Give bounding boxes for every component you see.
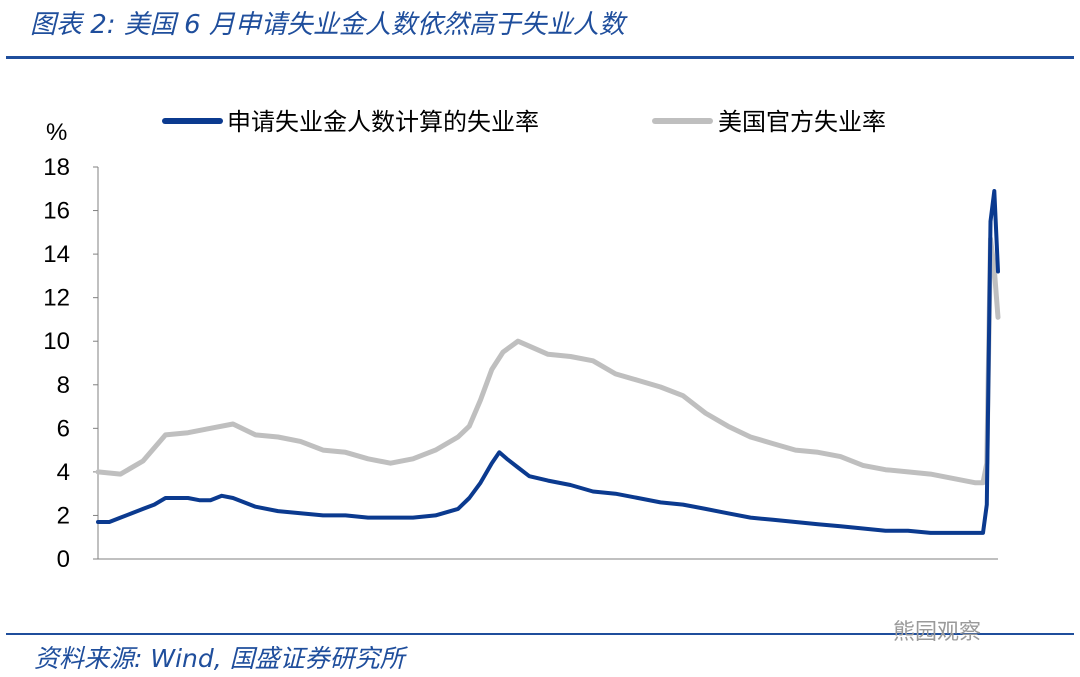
- y-tick-label: 12: [43, 285, 70, 312]
- y-tick-label: 0: [57, 546, 70, 573]
- chart-legend: 申请失业金人数计算的失业率 美国官方失业率: [162, 108, 886, 136]
- line-chart: 申请失业金人数计算的失业率 美国官方失业率 % 0246810121416180…: [43, 108, 1001, 573]
- page-title: 图表 2: 美国 6 月申请失业金人数依然高于失业人数: [30, 10, 625, 40]
- series-line-claims-rate: [96, 189, 1000, 535]
- y-tick-label: 14: [43, 241, 70, 268]
- footer-divider: [6, 633, 1074, 635]
- y-tick-label: 16: [43, 198, 70, 225]
- series-line-official-rate: [95, 236, 1001, 486]
- y-axis-unit-label: %: [46, 119, 67, 146]
- chart-series: [95, 189, 1001, 535]
- y-tick-label: 2: [57, 502, 70, 529]
- y-tick-label: 8: [57, 372, 70, 399]
- y-tick-label: 4: [57, 459, 70, 486]
- title-divider: [6, 56, 1074, 59]
- y-tick-label: 6: [57, 415, 70, 442]
- watermark-label: 熊园观察: [893, 620, 982, 645]
- source-note: 资料来源: Wind, 国盛证券研究所: [34, 644, 405, 673]
- legend-label-official: 美国官方失业率: [718, 108, 886, 136]
- legend-label-claims: 申请失业金人数计算的失业率: [227, 108, 539, 136]
- y-tick-label: 10: [43, 328, 70, 355]
- y-tick-label: 18: [43, 154, 70, 181]
- chart-axes: 02468101214161800-0602-1205-0607-1210-06…: [43, 154, 998, 573]
